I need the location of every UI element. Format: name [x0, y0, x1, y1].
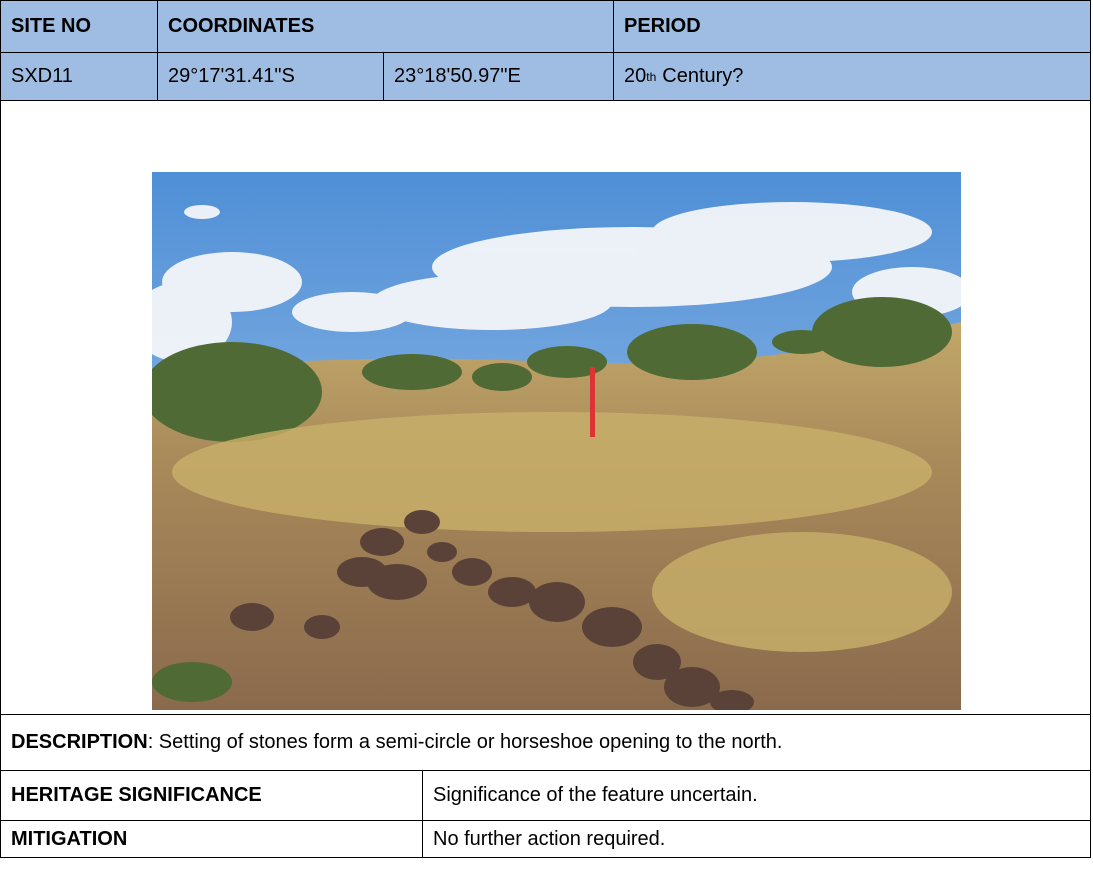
row-value: Significance of the feature uncertain. [433, 784, 758, 806]
period-suffix: th [646, 69, 657, 84]
header-cell: SITE NO [0, 0, 158, 53]
site-cell: SXD11 [0, 52, 158, 101]
row-label-cell: HERITAGE SIGNIFICANCE [0, 770, 423, 821]
description-cell: DESCRIPTION: Setting of stones form a se… [0, 714, 1091, 771]
site-photo [152, 172, 961, 710]
row-value-cell: No further action required. [422, 820, 1091, 858]
row-value: No further action required. [433, 827, 666, 850]
photo-cell [0, 100, 1091, 715]
site-cell: 23°18'50.97"E [383, 52, 614, 101]
header-cell: PERIOD [613, 0, 1091, 53]
period-number: 20 [624, 65, 647, 87]
longitude: 23°18'50.97"E [394, 65, 521, 87]
row-label-cell: MITIGATION [0, 820, 423, 858]
description-label: DESCRIPTION [11, 731, 148, 753]
description-text: : Setting of stones form a semi-circle o… [147, 731, 783, 753]
period-text: Century? [662, 65, 744, 87]
header-text: COORDINATES [168, 15, 315, 37]
row-value-cell: Significance of the feature uncertain. [422, 770, 1091, 821]
row-label: HERITAGE SIGNIFICANCE [11, 784, 262, 806]
header-text: PERIOD [624, 15, 701, 37]
row-label: MITIGATION [11, 827, 128, 850]
header-text: SITE NO [11, 15, 92, 37]
latitude: 29°17'31.41"S [168, 65, 295, 87]
site-no: SXD11 [11, 65, 73, 87]
site-cell: 29°17'31.41"S [157, 52, 384, 101]
header-cell: COORDINATES [157, 0, 614, 53]
